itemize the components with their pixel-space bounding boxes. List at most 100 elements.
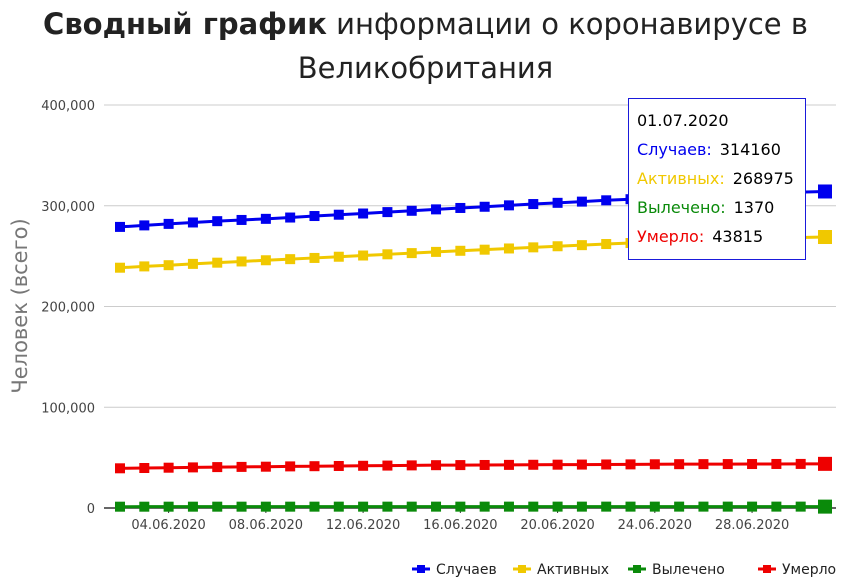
data-point[interactable] (139, 261, 150, 272)
data-point[interactable] (528, 501, 539, 512)
data-point[interactable] (309, 211, 320, 222)
data-point[interactable] (625, 501, 636, 512)
data-point[interactable] (260, 255, 271, 266)
data-point[interactable] (455, 460, 466, 471)
data-point[interactable] (406, 205, 417, 216)
data-point[interactable] (431, 246, 442, 257)
data-point[interactable] (576, 240, 587, 251)
data-point[interactable] (771, 501, 782, 512)
data-point[interactable] (187, 258, 198, 269)
data-point[interactable] (406, 460, 417, 471)
data-point[interactable] (771, 458, 782, 469)
data-point[interactable] (528, 459, 539, 470)
data-point[interactable] (187, 462, 198, 473)
data-point[interactable] (139, 463, 150, 474)
data-point[interactable] (260, 461, 271, 472)
data-point[interactable] (285, 254, 296, 265)
data-point[interactable] (625, 459, 636, 470)
data-point[interactable] (552, 501, 563, 512)
data-point[interactable] (455, 202, 466, 213)
data-point[interactable] (358, 250, 369, 261)
data-point[interactable] (795, 501, 806, 512)
data-point[interactable] (503, 459, 514, 470)
data-point[interactable] (649, 501, 660, 512)
data-point[interactable] (601, 459, 612, 470)
legend-label[interactable]: Случаев (436, 562, 497, 578)
data-point[interactable] (722, 459, 733, 470)
data-point[interactable] (528, 242, 539, 253)
data-point[interactable] (358, 460, 369, 471)
data-point[interactable] (674, 459, 685, 470)
data-point[interactable] (236, 501, 247, 512)
data-point[interactable] (285, 461, 296, 472)
data-point[interactable] (139, 220, 150, 231)
data-point[interactable] (358, 208, 369, 219)
data-point[interactable] (503, 200, 514, 211)
data-point[interactable] (309, 252, 320, 263)
data-point[interactable] (333, 501, 344, 512)
data-point[interactable] (576, 196, 587, 207)
data-point[interactable] (479, 501, 490, 512)
data-point[interactable] (187, 217, 198, 228)
data-point[interactable] (115, 221, 125, 232)
data-point[interactable] (601, 501, 612, 512)
data-point[interactable] (528, 199, 539, 210)
data-point[interactable] (260, 213, 271, 224)
data-point[interactable] (503, 243, 514, 254)
data-point[interactable] (698, 501, 709, 512)
data-point[interactable] (163, 462, 174, 473)
data-point[interactable] (431, 460, 442, 471)
data-point[interactable] (431, 501, 442, 512)
data-point[interactable] (115, 501, 125, 512)
data-point[interactable] (212, 257, 223, 268)
data-point[interactable] (795, 458, 806, 469)
data-point[interactable] (333, 460, 344, 471)
data-point[interactable] (576, 501, 587, 512)
data-point[interactable] (115, 262, 125, 273)
data-point[interactable] (260, 501, 271, 512)
data-point[interactable] (552, 197, 563, 208)
data-point[interactable] (236, 461, 247, 472)
data-point[interactable] (674, 501, 685, 512)
data-point[interactable] (455, 245, 466, 256)
data-point[interactable] (552, 241, 563, 252)
data-point[interactable] (576, 459, 587, 470)
data-point[interactable] (163, 218, 174, 229)
data-point[interactable] (309, 461, 320, 472)
data-point[interactable] (649, 459, 660, 470)
data-point[interactable] (358, 501, 369, 512)
legend-label[interactable]: Вылечено (652, 562, 725, 578)
data-point[interactable] (163, 260, 174, 271)
data-point[interactable] (818, 184, 832, 199)
data-point[interactable] (382, 460, 393, 471)
data-point[interactable] (236, 256, 247, 267)
data-point[interactable] (382, 207, 393, 218)
data-point[interactable] (503, 501, 514, 512)
data-point[interactable] (139, 501, 150, 512)
data-point[interactable] (601, 195, 612, 206)
data-point[interactable] (431, 204, 442, 215)
data-point[interactable] (455, 501, 466, 512)
data-point[interactable] (285, 212, 296, 223)
data-point[interactable] (818, 456, 832, 471)
legend-label[interactable]: Умерло (782, 562, 836, 578)
data-point[interactable] (406, 248, 417, 259)
legend-label[interactable]: Активных (537, 562, 609, 578)
data-point[interactable] (479, 459, 490, 470)
data-point[interactable] (601, 239, 612, 250)
data-point[interactable] (187, 501, 198, 512)
data-point[interactable] (698, 459, 709, 470)
data-point[interactable] (747, 459, 758, 470)
data-point[interactable] (382, 501, 393, 512)
data-point[interactable] (309, 501, 320, 512)
data-point[interactable] (382, 249, 393, 260)
data-point[interactable] (163, 501, 174, 512)
data-point[interactable] (212, 216, 223, 227)
data-point[interactable] (479, 201, 490, 212)
data-point[interactable] (285, 501, 296, 512)
data-point[interactable] (552, 459, 563, 470)
data-point[interactable] (722, 501, 733, 512)
data-point[interactable] (115, 463, 125, 474)
data-point[interactable] (212, 501, 223, 512)
data-point[interactable] (406, 501, 417, 512)
